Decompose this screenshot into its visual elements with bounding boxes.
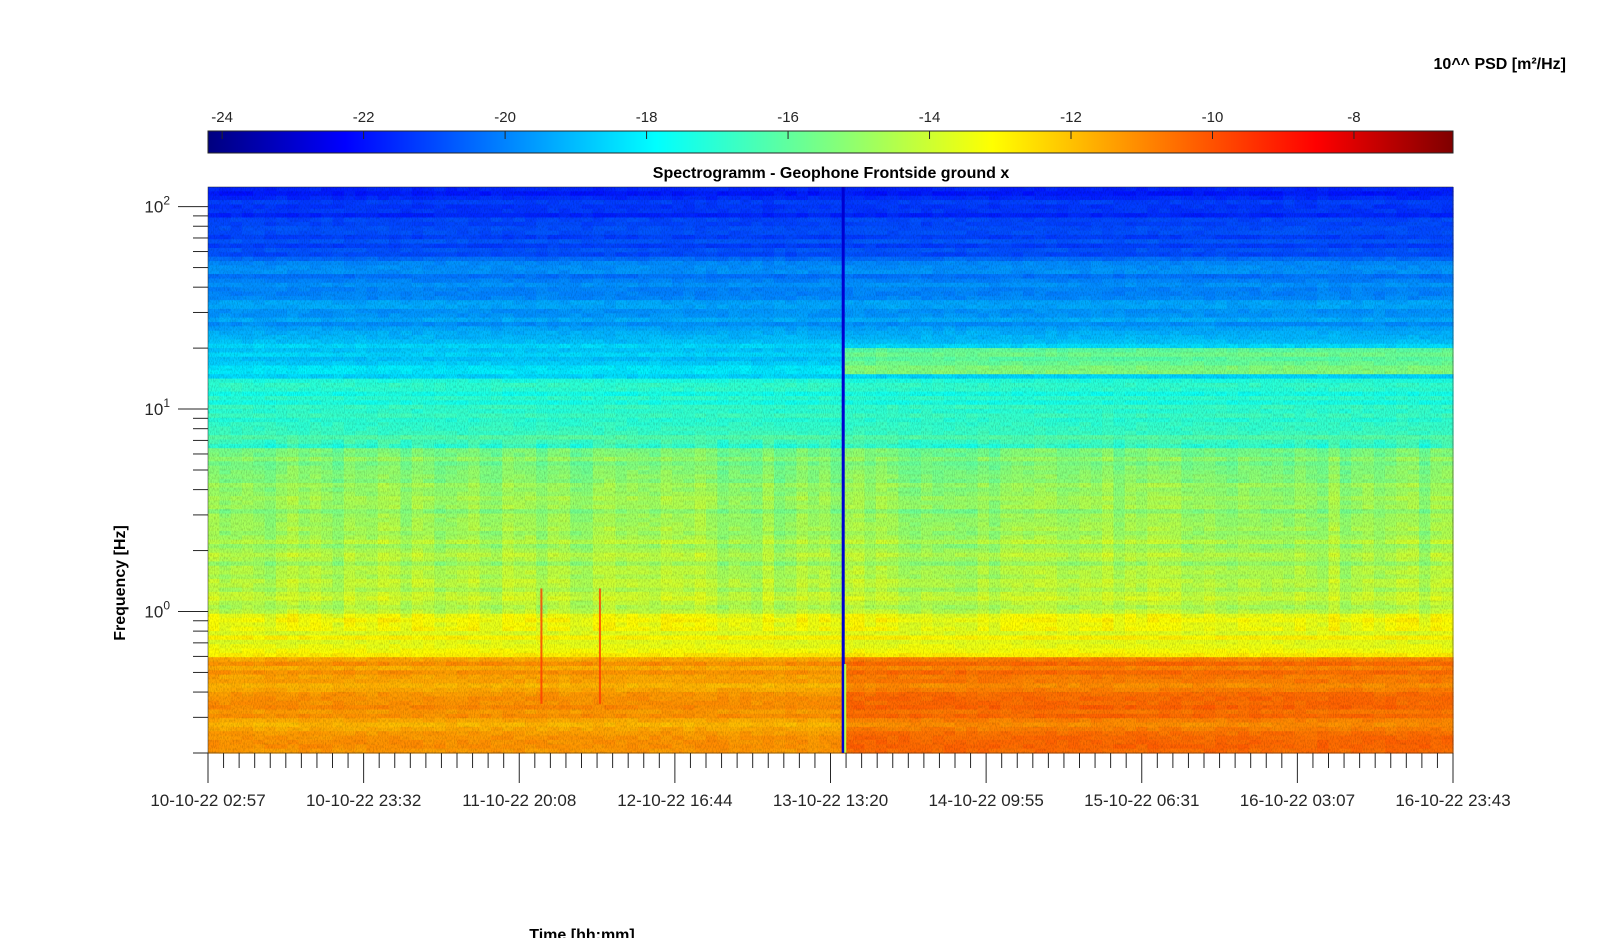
colorbar-tick-label: -14 bbox=[919, 109, 941, 126]
colorbar-tick-label: -10 bbox=[1202, 109, 1224, 126]
colorbar-tick-label: -8 bbox=[1347, 109, 1360, 126]
colorbar-tick-label: -12 bbox=[1060, 109, 1082, 126]
colorbar: 10^^ PSD [m²/Hz] -24 -22 -20 -18 -16 -14 -12 -1… bbox=[207, 56, 1566, 154]
chart-title: Spectrogramm - Geophone Frontside ground… bbox=[653, 165, 1010, 182]
colorbar-tick-label: -22 bbox=[353, 109, 375, 126]
colorbar-gradient bbox=[207, 130, 1454, 154]
colorbar-ticks: -24 -22 -20 -18 -16 -14 -12 -10 -8 bbox=[211, 109, 1361, 139]
colorbar-tick-label: -16 bbox=[777, 109, 799, 126]
colorbar-tick-label: -18 bbox=[636, 109, 658, 126]
colorbar-tick-label: -24 bbox=[211, 109, 233, 126]
colorbar-label: 10^^ PSD [m²/Hz] bbox=[1434, 56, 1566, 73]
plot-area bbox=[207, 186, 1454, 754]
colorbar-tick-label: -20 bbox=[494, 109, 516, 126]
